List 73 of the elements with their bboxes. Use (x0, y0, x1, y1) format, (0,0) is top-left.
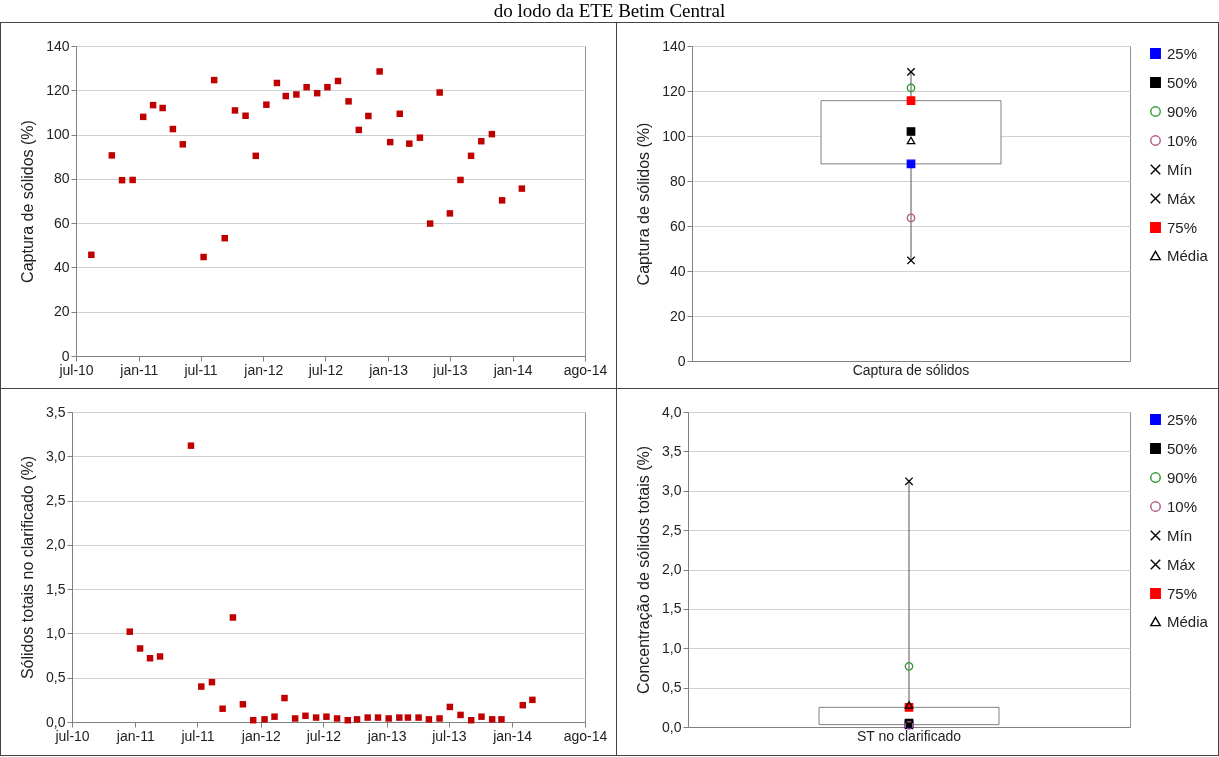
y-tick-label: 3,5 (662, 442, 682, 459)
y-tick-label: 2,5 (662, 521, 682, 538)
x-tick-label: jan-11 (119, 361, 159, 378)
x-tick-label: Captura de sólidos (852, 361, 970, 378)
legend-label: Mín (1167, 526, 1193, 544)
y-axis-title: Captura de sólidos (%) (635, 122, 653, 286)
x-tick-label: jan-13 (366, 727, 407, 744)
legend-label: Média (1167, 246, 1209, 264)
x-tick-label: jul-11 (183, 361, 218, 378)
y-tick-label: 1,5 (662, 600, 682, 617)
x-tick-label: ST no clarificado (856, 727, 962, 744)
chart-title: do lodo da ETE Betim Central (492, 0, 727, 22)
legend-label: Mín (1167, 160, 1193, 178)
y-tick-label: 100 (46, 126, 70, 143)
legend-label: 75% (1167, 218, 1198, 236)
y-tick-label: 3,0 (46, 447, 66, 464)
y-tick-label: 100 (662, 127, 686, 144)
x-tick-label: ago-14 (563, 727, 608, 744)
y-tick-label: 80 (53, 170, 70, 187)
y-axis-title: Sólidos totais no clarificado (%) (19, 455, 37, 680)
x-tick-label: jul-12 (307, 361, 344, 378)
y-tick-label: 120 (46, 81, 70, 98)
y-tick-label: 80 (669, 172, 686, 189)
y-axis-title: Captura de sólidos (%) (19, 120, 37, 283)
y-tick-label: 20 (53, 303, 70, 320)
y-tick-label: 140 (46, 37, 70, 54)
y-tick-label: 60 (53, 214, 70, 231)
x-tick-label: jan-11 (115, 727, 155, 744)
legend-label: 10% (1167, 131, 1198, 149)
legend-label: Máx (1167, 555, 1196, 573)
x-tick-label: jan-14 (492, 727, 533, 744)
y-tick-label: 140 (662, 37, 686, 54)
y-tick-label: 0,5 (46, 669, 66, 686)
y-tick-label: 3,0 (662, 482, 682, 499)
y-tick-label: 1,0 (46, 624, 66, 641)
x-tick-label: jul-13 (431, 727, 467, 744)
legend-label: Média (1167, 612, 1209, 630)
y-tick-label: 4,0 (662, 403, 682, 420)
legend-label: 50% (1167, 73, 1198, 91)
legend-label: Máx (1167, 189, 1196, 207)
y-tick-label: 60 (669, 217, 686, 234)
y-tick-label: 20 (669, 307, 686, 324)
y-tick-label: 0,5 (662, 679, 682, 696)
y-axis-title: Concentração de sólidos totais (%) (635, 445, 653, 695)
legend-label: 25% (1167, 410, 1198, 428)
x-tick-label: ago-14 (563, 361, 608, 378)
y-tick-label: 0 (677, 352, 686, 369)
y-tick-label: 40 (669, 262, 686, 279)
legend-label: 90% (1167, 102, 1198, 120)
x-tick-label: jul-10 (58, 361, 94, 378)
y-tick-label: 0 (61, 347, 70, 364)
y-tick-label: 0,0 (46, 713, 66, 730)
x-tick-label: jan-12 (243, 361, 284, 378)
x-tick-label: jan-12 (240, 727, 281, 744)
x-tick-label: jan-13 (368, 361, 409, 378)
y-tick-label: 40 (53, 258, 70, 275)
legend-label: 50% (1167, 439, 1198, 457)
legend-label: 10% (1167, 497, 1198, 515)
y-tick-label: 3,5 (46, 403, 66, 420)
legend-label: 90% (1167, 468, 1198, 486)
y-tick-label: 1,5 (46, 580, 66, 597)
x-tick-label: jan-14 (492, 361, 533, 378)
y-tick-label: 2,0 (662, 561, 682, 577)
y-tick-label: 2,5 (46, 492, 66, 509)
y-tick-label: 1,0 (662, 639, 682, 656)
x-tick-label: jul-11 (180, 727, 215, 744)
x-tick-label: jul-12 (305, 727, 342, 744)
y-tick-label: 0,0 (662, 718, 682, 735)
y-tick-label: 2,0 (46, 536, 66, 553)
legend-label: 75% (1167, 584, 1198, 602)
x-tick-label: jul-13 (432, 361, 468, 378)
y-tick-label: 120 (662, 82, 686, 99)
legend-label: 25% (1167, 44, 1198, 62)
